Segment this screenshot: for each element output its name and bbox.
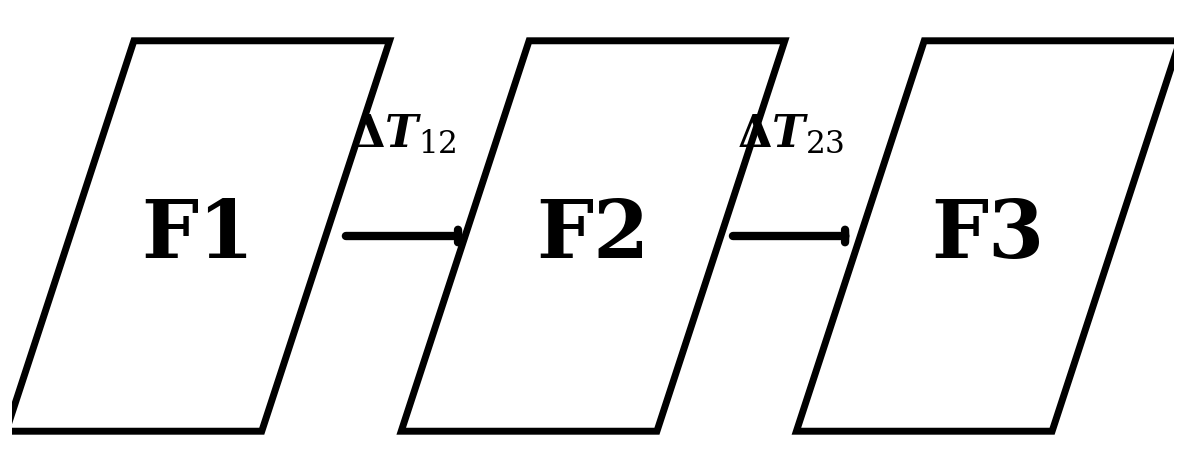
Text: F2: F2 [536, 197, 650, 275]
Text: F3: F3 [932, 197, 1045, 275]
Polygon shape [797, 41, 1180, 431]
Polygon shape [401, 41, 785, 431]
Polygon shape [6, 41, 390, 431]
Text: $\mathbf{\Delta}\boldsymbol{T}_{12}$: $\mathbf{\Delta}\boldsymbol{T}_{12}$ [350, 112, 457, 156]
Text: $\mathbf{\Delta}\boldsymbol{T}_{23}$: $\mathbf{\Delta}\boldsymbol{T}_{23}$ [737, 113, 844, 156]
Text: F1: F1 [141, 197, 254, 275]
